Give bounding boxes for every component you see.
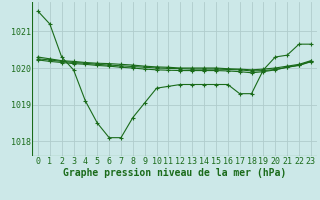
X-axis label: Graphe pression niveau de la mer (hPa): Graphe pression niveau de la mer (hPa) bbox=[63, 168, 286, 178]
